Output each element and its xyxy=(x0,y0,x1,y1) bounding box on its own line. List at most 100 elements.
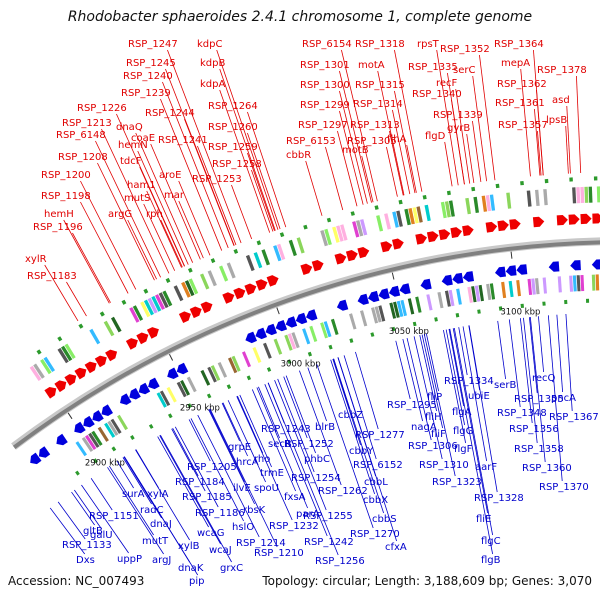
reverse-gene-label[interactable]: RSP_1133 xyxy=(62,540,112,551)
reverse-gene-label[interactable]: RSP_1356 xyxy=(509,424,559,435)
reverse-gene-label[interactable]: RSP_1306 xyxy=(408,441,458,452)
forward-gene-label[interactable]: kdpA xyxy=(200,79,225,90)
reverse-gene-label[interactable]: cbbS xyxy=(372,514,397,525)
reverse-gene-label[interactable]: cbbL xyxy=(364,477,388,488)
reverse-gene-label[interactable]: recQ xyxy=(532,373,556,384)
reverse-gene-label[interactable]: radC xyxy=(140,505,164,516)
reverse-gene-label[interactable]: cbbX xyxy=(363,495,388,506)
forward-gene-label[interactable]: motB xyxy=(342,145,369,156)
forward-gene-label[interactable]: RSP_1301 xyxy=(300,60,350,71)
reverse-gene-label[interactable]: RSP_1370 xyxy=(539,482,589,493)
forward-gene-label[interactable]: RSP_1361 xyxy=(495,98,545,109)
reverse-gene-label[interactable]: fliE xyxy=(476,514,491,525)
forward-gene-label[interactable]: kdpC xyxy=(197,39,222,50)
forward-gene-label[interactable]: xylR xyxy=(25,254,47,265)
forward-gene-label[interactable]: RSP_1258 xyxy=(212,159,262,170)
forward-gene-label[interactable]: kdpB xyxy=(200,58,225,69)
reverse-gene-label[interactable]: blrB xyxy=(315,422,335,433)
reverse-gene-label[interactable]: xylA xyxy=(147,489,169,500)
reverse-gene-label[interactable]: parA xyxy=(296,509,320,520)
forward-gene-label[interactable]: RSP_1240 xyxy=(123,71,173,82)
forward-gene-label[interactable]: aroE xyxy=(159,170,181,181)
reverse-gene-label[interactable]: RSP_1367 xyxy=(549,412,599,423)
reverse-gene-label[interactable]: trmE xyxy=(260,468,284,479)
forward-gene-label[interactable]: RSP_1305 xyxy=(347,136,397,147)
forward-gene-label[interactable]: RSP_1198 xyxy=(41,191,91,202)
forward-gene-label[interactable]: RSP_1362 xyxy=(497,79,547,90)
forward-gene-label[interactable]: RSP_1315 xyxy=(355,80,405,91)
reverse-gene-label[interactable]: aarF xyxy=(475,462,497,473)
reverse-gene-label[interactable]: dnaJ xyxy=(150,519,172,530)
forward-gene-label[interactable]: RSP_1239 xyxy=(121,88,171,99)
reverse-gene-label[interactable]: flgC xyxy=(481,536,501,547)
reverse-gene-label[interactable]: RSP_1232 xyxy=(269,521,319,532)
reverse-gene-label[interactable]: flgF xyxy=(454,444,473,455)
reverse-gene-label[interactable]: gltB xyxy=(83,526,103,537)
forward-gene-label[interactable]: RSP_6148 xyxy=(56,130,106,141)
forward-gene-label[interactable]: gyrB xyxy=(447,123,470,134)
reverse-gene-label[interactable]: RSP_1310 xyxy=(419,460,469,471)
reverse-gene-label[interactable]: RSP_1184 xyxy=(175,477,225,488)
forward-gene-label[interactable]: RSP_1299 xyxy=(300,100,350,111)
forward-gene-label[interactable]: hemN xyxy=(118,140,148,151)
forward-gene-label[interactable]: RSP_1259 xyxy=(208,142,258,153)
forward-gene-label[interactable]: flhA xyxy=(387,134,407,145)
reverse-gene-label[interactable]: RSP_1242 xyxy=(304,537,354,548)
forward-gene-label[interactable]: RSP_1245 xyxy=(126,58,176,69)
forward-gene-label[interactable]: dnaQ xyxy=(116,122,143,133)
reverse-gene-label[interactable]: rbsK xyxy=(243,505,266,516)
reverse-gene-label[interactable]: ubiE xyxy=(468,391,490,402)
forward-gene-label[interactable]: hemH xyxy=(44,209,74,220)
reverse-gene-label[interactable]: pip xyxy=(189,576,204,587)
forward-gene-label[interactable]: coaE xyxy=(131,133,155,144)
forward-gene-label[interactable]: RSP_1335 xyxy=(408,62,458,73)
forward-gene-label[interactable]: lpsB xyxy=(546,115,567,126)
reverse-gene-label[interactable]: RSP_1270 xyxy=(350,529,400,540)
forward-gene-label[interactable]: RSP_1339 xyxy=(433,110,483,121)
reverse-gene-label[interactable]: RSP_1205 xyxy=(187,462,237,473)
forward-gene-label[interactable]: argG xyxy=(108,209,132,220)
reverse-gene-label[interactable]: RSP_1348 xyxy=(497,408,547,419)
reverse-gene-label[interactable]: RSP_1277 xyxy=(355,430,405,441)
reverse-gene-label[interactable]: RSP_1185 xyxy=(182,492,232,503)
reverse-gene-label[interactable]: RSP_1210 xyxy=(254,548,304,559)
reverse-gene-label[interactable]: fliH xyxy=(425,412,442,423)
forward-gene-label[interactable]: RSP_1318 xyxy=(355,39,405,50)
forward-gene-label[interactable]: rpsT xyxy=(417,39,440,50)
forward-gene-label[interactable]: cbbR xyxy=(286,150,311,161)
reverse-gene-label[interactable]: RSP_1256 xyxy=(315,556,365,567)
reverse-gene-label[interactable]: uppP xyxy=(117,554,142,565)
forward-gene-label[interactable]: recF xyxy=(436,78,458,89)
forward-gene-label[interactable]: RSP_1213 xyxy=(62,118,112,129)
reverse-gene-label[interactable]: rho xyxy=(254,454,270,465)
reverse-gene-label[interactable]: cbbY xyxy=(349,446,374,457)
reverse-gene-label[interactable]: surA xyxy=(122,489,145,500)
forward-gene-label[interactable]: RSP_1313 xyxy=(350,120,400,131)
reverse-gene-label[interactable]: RSP_1334 xyxy=(444,376,494,387)
forward-gene-label[interactable]: RSP_1183 xyxy=(27,271,77,282)
reverse-gene-label[interactable]: cbbZ xyxy=(338,410,363,421)
reverse-gene-label[interactable]: RSP_1151 xyxy=(89,511,139,522)
forward-gene-label[interactable]: mar xyxy=(164,190,185,201)
reverse-gene-label[interactable]: RSP_1214 xyxy=(236,538,286,549)
forward-gene-label[interactable]: RSP_1364 xyxy=(494,39,544,50)
reverse-gene-label[interactable]: ilvE xyxy=(233,483,251,494)
forward-gene-label[interactable]: RSP_1244 xyxy=(145,108,195,119)
forward-gene-label[interactable]: tdcF xyxy=(120,156,142,167)
forward-gene-label[interactable]: rph xyxy=(146,209,163,220)
reverse-gene-label[interactable]: fxsA xyxy=(284,492,306,503)
forward-gene-label[interactable]: RSP_1352 xyxy=(440,44,490,55)
forward-gene-label[interactable]: RSP_1378 xyxy=(537,65,587,76)
reverse-gene-label[interactable]: RSP_1186 xyxy=(195,508,245,519)
forward-gene-label[interactable]: RSP_1357 xyxy=(498,120,548,131)
reverse-gene-label[interactable]: hslO xyxy=(232,522,254,533)
reverse-gene-label[interactable]: RSP_6152 xyxy=(353,460,403,471)
reverse-gene-label[interactable]: galU xyxy=(90,530,113,541)
reverse-gene-label[interactable]: grpE xyxy=(228,442,251,453)
forward-gene-label[interactable]: serC xyxy=(453,65,475,76)
reverse-gene-label[interactable]: flgB xyxy=(481,555,501,566)
reverse-gene-label[interactable]: Dxs xyxy=(76,555,95,566)
reverse-gene-label[interactable]: RSP_1360 xyxy=(522,463,572,474)
reverse-gene-label[interactable]: grxC xyxy=(220,563,243,574)
